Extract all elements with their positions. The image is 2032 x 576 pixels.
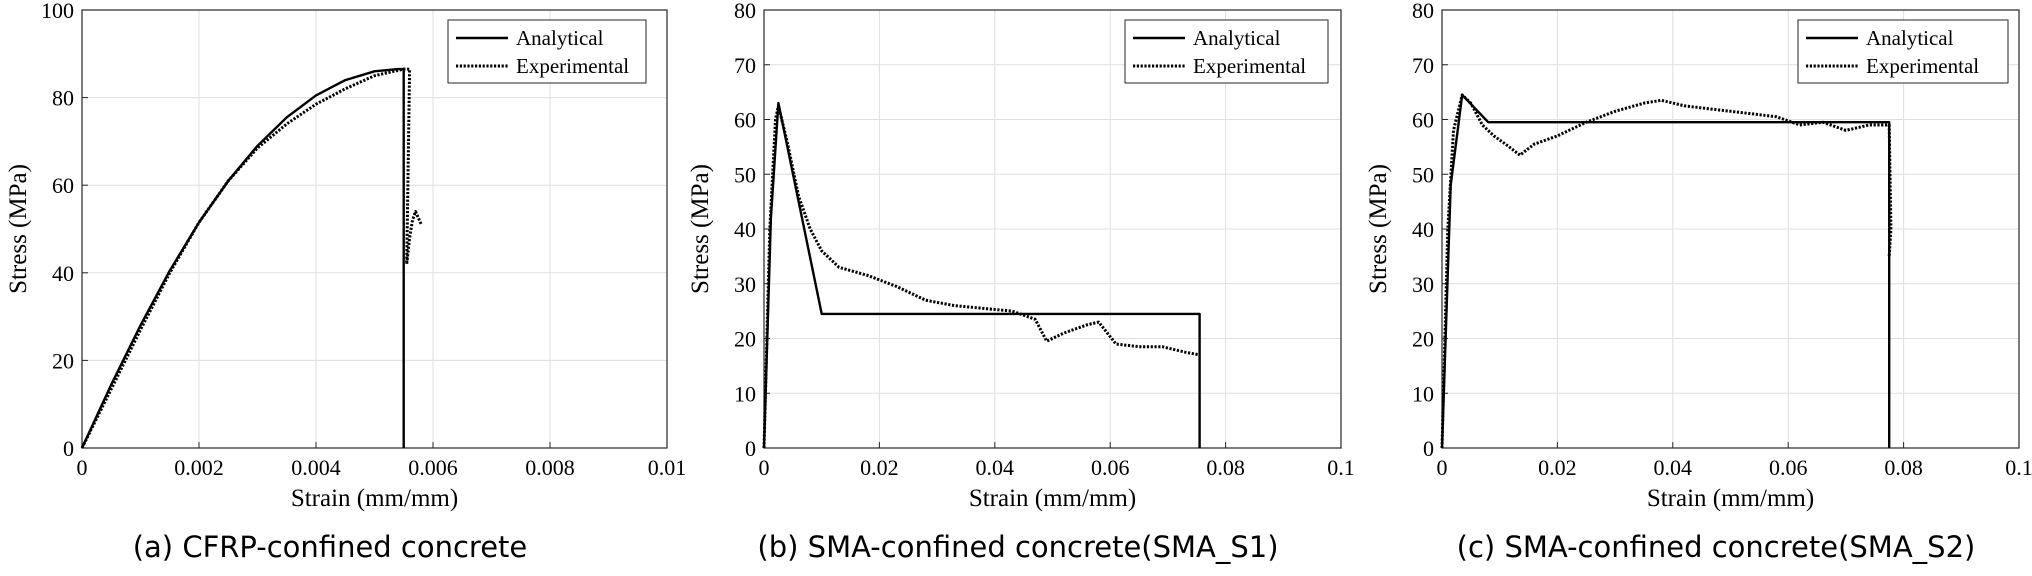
y-tick-label: 60 — [52, 173, 74, 198]
chart-panel-b: 0 0.02 0.04 0.06 0.08 0.1 0 10 20 30 40 50 60 70 80 Str… — [687, 0, 1355, 512]
y-tick-label: 10 — [734, 381, 756, 406]
y-tick-label: 20 — [1412, 327, 1434, 352]
y-tick-label: 20 — [52, 348, 74, 373]
y-tick-label: 0 — [745, 436, 756, 461]
legend-box — [1124, 19, 1329, 84]
x-tick-label: 0.06 — [1091, 455, 1130, 480]
x-axis-label: Strain (mm/mm) — [291, 485, 458, 512]
legend: Analytical Experimental — [1124, 19, 1329, 84]
y-tick-label: 20 — [734, 327, 756, 352]
x-tick-label: 0.02 — [860, 455, 899, 480]
x-tick-label: 0.006 — [408, 455, 458, 480]
x-tick-label: 0.02 — [1538, 455, 1577, 480]
series-line-experimental — [1440, 93, 1893, 449]
x-tick-label: 0.04 — [1654, 455, 1693, 480]
x-tick-label: 0 — [77, 455, 88, 480]
y-axis-label: Stress (MPa) — [5, 164, 32, 294]
y-tick-label: 50 — [734, 162, 756, 187]
y-tick-label: 60 — [1412, 108, 1434, 133]
x-tick-label: 0.1 — [1327, 455, 1355, 480]
caption-b: (b) SMA-confined concrete(SMA_S1) — [757, 530, 1278, 564]
y-tick-label: 0 — [63, 436, 74, 461]
x-tick-label: 0.06 — [1769, 455, 1808, 480]
legend-label-analytical: Analytical — [1866, 26, 1954, 50]
legend-box — [447, 19, 647, 84]
x-tick-label: 0.1 — [2005, 455, 2032, 480]
legend: Analytical Experimental — [447, 19, 647, 84]
y-tick-label: 40 — [734, 217, 756, 242]
y-tick-label: 10 — [1412, 381, 1434, 406]
x-tick-label: 0.004 — [291, 455, 341, 480]
y-tick-label: 50 — [1412, 162, 1434, 187]
legend-label-analytical: Analytical — [516, 26, 604, 50]
y-tick-label: 60 — [734, 108, 756, 133]
y-axis-label: Stress (MPa) — [1365, 164, 1392, 294]
y-tick-label: 0 — [1423, 436, 1434, 461]
chart-panel-a: 0 0.002 0.004 0.006 0.008 0.01 0 20 40 60 80 100 Str… — [5, 0, 686, 512]
x-tick-label: 0.08 — [1206, 455, 1245, 480]
x-tick-label: 0.08 — [1884, 455, 1923, 480]
x-tick-label: 0 — [1437, 455, 1448, 480]
y-tick-label: 70 — [734, 53, 756, 78]
legend-label-analytical: Analytical — [1193, 26, 1281, 50]
legend-label-experimental: Experimental — [1193, 54, 1306, 78]
y-tick-label: 100 — [41, 0, 74, 23]
y-tick-label: 80 — [734, 0, 756, 23]
series-line-analytical — [80, 67, 405, 449]
legend-label-experimental: Experimental — [1866, 54, 1979, 78]
caption-c: (c) SMA-confined concrete(SMA_S2) — [1457, 530, 1976, 564]
legend: Analytical Experimental — [1797, 19, 2009, 84]
y-tick-label: 40 — [52, 261, 74, 286]
y-tick-label: 30 — [734, 272, 756, 297]
x-tick-label: 0 — [759, 455, 770, 480]
x-axis-label: Strain (mm/mm) — [1647, 485, 1814, 512]
y-tick-label: 30 — [1412, 272, 1434, 297]
x-tick-label: 0.002 — [174, 455, 224, 480]
y-tick-label: 40 — [1412, 217, 1434, 242]
x-tick-label: 0.008 — [525, 455, 575, 480]
y-tick-label: 80 — [52, 86, 74, 111]
x-tick-label: 0.01 — [648, 455, 687, 480]
legend-label-experimental: Experimental — [516, 54, 629, 78]
series-line-experimental — [80, 67, 423, 449]
axes-box — [81, 9, 668, 449]
caption-a: (a) CFRP-confined concrete — [133, 530, 528, 564]
chart-panel-c: 0 0.02 0.04 0.06 0.08 0.1 0 10 20 30 40 50 60 70 80 Str… — [1365, 0, 2032, 512]
x-tick-label: 0.04 — [976, 455, 1015, 480]
y-tick-label: 70 — [1412, 53, 1434, 78]
y-tick-label: 80 — [1412, 0, 1434, 23]
legend-box — [1797, 19, 2009, 84]
y-axis-label: Stress (MPa) — [687, 164, 714, 294]
x-axis-label: Strain (mm/mm) — [969, 485, 1136, 512]
